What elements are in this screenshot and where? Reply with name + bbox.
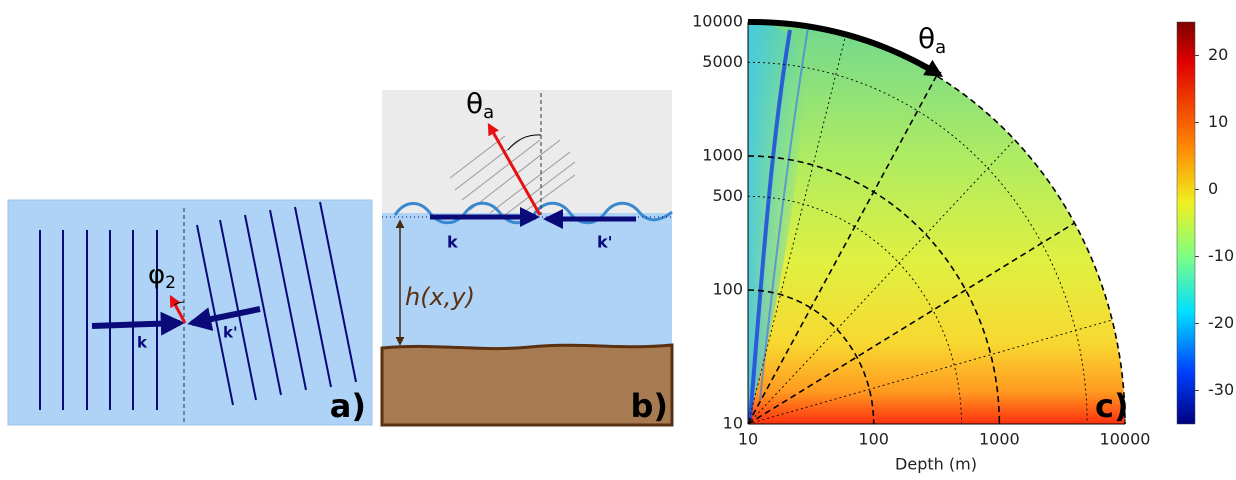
seabed <box>382 345 672 425</box>
colorbar-tick-label: -20 <box>1208 313 1234 332</box>
theta-symbol: θ <box>918 22 935 55</box>
figure: φ2 k k' a) θa k k' h(x,y) b) θa Depth (m… <box>0 0 1236 480</box>
colorbar-tick-label: -10 <box>1208 246 1234 265</box>
water <box>382 213 672 350</box>
colorbar-tick-label: 20 <box>1208 45 1228 64</box>
x-tick-label: 1000 <box>979 430 1020 449</box>
panel-label: b) <box>630 387 668 425</box>
x-tick-label: 10000 <box>1100 430 1151 449</box>
y-tick-label: 10000 <box>692 12 743 31</box>
k-label: k <box>447 233 458 252</box>
depth-label: h(x,y) <box>405 283 475 311</box>
panel-label: c) <box>1095 387 1129 425</box>
phi-symbol: φ <box>148 260 165 290</box>
x-tick-label: 100 <box>858 430 889 449</box>
y-tick-label: 100 <box>712 280 743 299</box>
k-label: k <box>137 334 148 352</box>
y-tick-label: 5000 <box>702 52 743 71</box>
k-arrow <box>92 323 180 326</box>
x-axis-label: Depth (m) <box>895 455 977 474</box>
y-tick-label: 500 <box>712 186 743 205</box>
colorbar-tick-label: 10 <box>1208 112 1228 131</box>
colorbar-tick-label: 0 <box>1208 179 1218 198</box>
theta-subscript: a <box>935 37 946 58</box>
colorbar <box>1177 22 1195 424</box>
theta-symbol: θ <box>466 87 483 120</box>
colorbar-tick-label: -30 <box>1208 380 1234 399</box>
k-prime-label: k' <box>223 324 238 342</box>
panel-label: a) <box>330 387 366 425</box>
phi-subscript: 2 <box>165 273 176 293</box>
y-tick-label: 1000 <box>702 146 743 165</box>
x-tick-label: 10 <box>738 430 758 449</box>
theta-subscript: a <box>483 102 494 123</box>
panel-b: θa k k' h(x,y) b) <box>382 87 672 425</box>
theta-label: θa <box>918 22 946 58</box>
k-prime-label: k' <box>597 233 613 252</box>
panel-a: φ2 k k' a) <box>8 200 372 425</box>
